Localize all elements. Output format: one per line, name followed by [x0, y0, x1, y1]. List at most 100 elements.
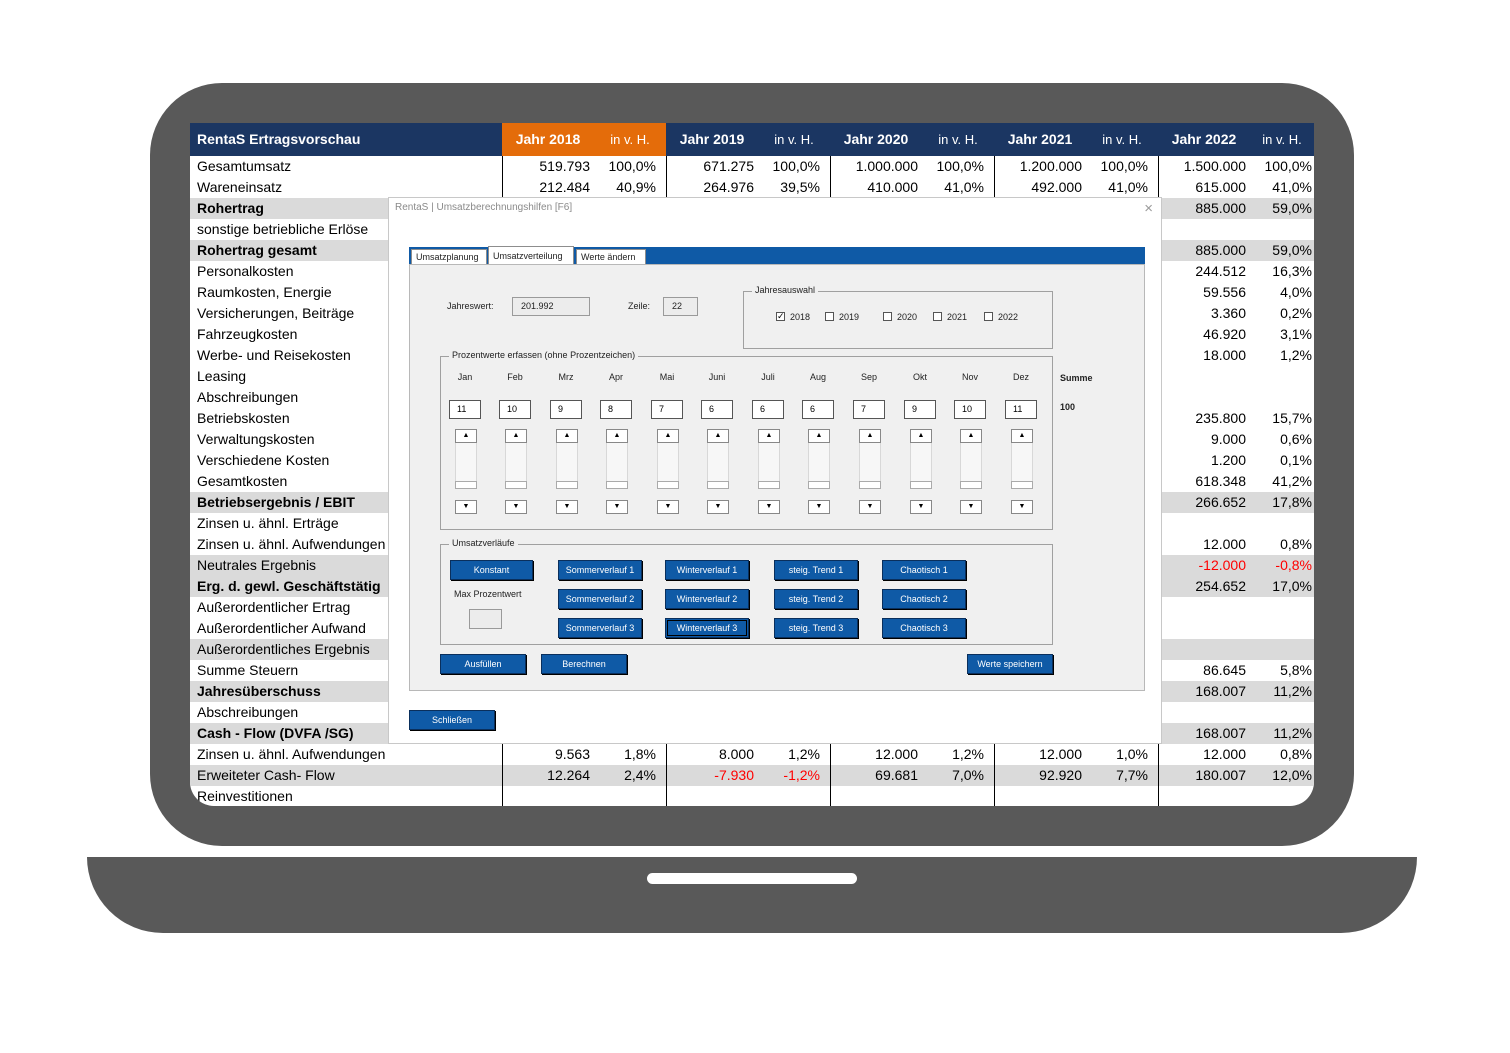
schliessen-button[interactable]: Schließen	[409, 710, 495, 730]
spin-up-icon[interactable]: ▲	[859, 429, 881, 443]
scroll-track[interactable]	[707, 443, 729, 489]
year-checkbox-label: 2020	[897, 312, 918, 322]
percent-input[interactable]: 10	[954, 400, 986, 419]
verlauf-button[interactable]: steig. Trend 3	[774, 618, 858, 638]
year-checkbox-2018[interactable]: ✓	[776, 311, 785, 321]
percent-input[interactable]: 8	[600, 400, 632, 419]
cell-value: 254.652	[1195, 578, 1246, 594]
spin-up-icon[interactable]: ▲	[556, 429, 578, 443]
verlauf-button[interactable]: Sommerverlauf 2	[558, 589, 642, 609]
verlauf-button[interactable]: Winterverlauf 3	[665, 618, 749, 638]
spin-down-icon[interactable]: ▼	[707, 500, 729, 514]
verlauf-button[interactable]: Sommerverlauf 3	[558, 618, 642, 638]
verlauf-button[interactable]: Winterverlauf 2	[665, 589, 749, 609]
werte-speichern-button[interactable]: Werte speichern	[967, 654, 1053, 674]
scroll-track[interactable]	[859, 443, 881, 489]
scroll-thumb[interactable]	[707, 481, 729, 489]
percent-input[interactable]: 11	[1005, 400, 1037, 419]
spin-down-icon[interactable]: ▼	[808, 500, 830, 514]
berechnen-button[interactable]: Berechnen	[541, 654, 627, 674]
scroll-thumb[interactable]	[455, 481, 477, 489]
year-checkbox-2019[interactable]	[825, 312, 834, 321]
scroll-thumb[interactable]	[808, 481, 830, 489]
year-checkbox-label: 2022	[998, 312, 1019, 322]
pct-header-2021: in v. H.	[1086, 123, 1158, 156]
ausfuellen-button[interactable]: Ausfüllen	[440, 654, 526, 674]
scroll-track[interactable]	[606, 443, 628, 489]
percent-input[interactable]: 6	[802, 400, 834, 419]
table-row: Leasing	[190, 366, 1314, 387]
spin-down-icon[interactable]: ▼	[1011, 500, 1033, 514]
spin-down-icon[interactable]: ▼	[505, 500, 527, 514]
percent-input[interactable]: 9	[550, 400, 582, 419]
scroll-thumb[interactable]	[859, 481, 881, 489]
verlauf-button[interactable]: Chaotisch 2	[882, 589, 966, 609]
spin-up-icon[interactable]: ▲	[657, 429, 679, 443]
spin-up-icon[interactable]: ▲	[960, 429, 982, 443]
table-row: Fahrzeugkosten 46.920 3,1%	[190, 324, 1314, 345]
cell-value: -12.000	[1198, 557, 1246, 573]
spin-down-icon[interactable]: ▼	[960, 500, 982, 514]
percent-input[interactable]: 6	[701, 400, 733, 419]
year-checkbox-2020[interactable]	[883, 312, 892, 321]
spin-down-icon[interactable]: ▼	[758, 500, 780, 514]
percent-input[interactable]: 6	[752, 400, 784, 419]
scroll-track[interactable]	[1011, 443, 1033, 489]
spin-up-icon[interactable]: ▲	[455, 429, 477, 443]
percent-input[interactable]: 11	[449, 400, 481, 419]
scroll-track[interactable]	[808, 443, 830, 489]
spin-down-icon[interactable]: ▼	[455, 500, 477, 514]
percent-input[interactable]: 9	[904, 400, 936, 419]
spin-up-icon[interactable]: ▲	[1011, 429, 1033, 443]
max-prozentwert-field[interactable]	[469, 609, 502, 629]
tab-umsatzplanung[interactable]: Umsatzplanung	[411, 249, 487, 265]
scroll-track[interactable]	[556, 443, 578, 489]
scroll-track[interactable]	[910, 443, 932, 489]
scroll-track[interactable]	[657, 443, 679, 489]
cell-value: 0,6%	[1280, 431, 1312, 447]
scroll-track[interactable]	[505, 443, 527, 489]
percent-input[interactable]: 10	[499, 400, 531, 419]
verlauf-button[interactable]: Winterverlauf 1	[665, 560, 749, 580]
scroll-track[interactable]	[455, 443, 477, 489]
scroll-thumb[interactable]	[556, 481, 578, 489]
scroll-thumb[interactable]	[758, 481, 780, 489]
year-checkbox-label: 2018	[790, 312, 811, 322]
scroll-thumb[interactable]	[1011, 481, 1033, 489]
scroll-thumb[interactable]	[910, 481, 932, 489]
jahreswert-field[interactable]: 201.992	[512, 297, 590, 316]
zeile-field[interactable]: 22	[663, 297, 698, 316]
spin-up-icon[interactable]: ▲	[808, 429, 830, 443]
percent-input[interactable]: 7	[651, 400, 683, 419]
close-icon[interactable]: ×	[1144, 200, 1153, 217]
cell-value: 615.000	[1195, 179, 1246, 195]
spin-down-icon[interactable]: ▼	[859, 500, 881, 514]
scroll-thumb[interactable]	[960, 481, 982, 489]
year-checkbox-2021[interactable]	[933, 312, 942, 321]
konstant-button[interactable]: Konstant	[450, 560, 533, 580]
spin-up-icon[interactable]: ▲	[707, 429, 729, 443]
spin-down-icon[interactable]: ▼	[910, 500, 932, 514]
tab-werte-aendern[interactable]: Werte ändern	[576, 249, 646, 265]
verlauf-button[interactable]: Chaotisch 3	[882, 618, 966, 638]
spin-up-icon[interactable]: ▲	[606, 429, 628, 443]
verlauf-button[interactable]: steig. Trend 2	[774, 589, 858, 609]
verlauf-button[interactable]: Chaotisch 1	[882, 560, 966, 580]
year-checkbox-2022[interactable]	[984, 312, 993, 321]
tab-umsatzverteilung[interactable]: Umsatzverteilung	[488, 246, 574, 265]
table-row: Abschreibungen	[190, 387, 1314, 408]
scroll-thumb[interactable]	[657, 481, 679, 489]
spin-up-icon[interactable]: ▲	[910, 429, 932, 443]
spin-down-icon[interactable]: ▼	[657, 500, 679, 514]
scroll-track[interactable]	[960, 443, 982, 489]
verlauf-button[interactable]: Sommerverlauf 1	[558, 560, 642, 580]
scroll-track[interactable]	[758, 443, 780, 489]
scroll-thumb[interactable]	[606, 481, 628, 489]
spin-up-icon[interactable]: ▲	[505, 429, 527, 443]
scroll-thumb[interactable]	[505, 481, 527, 489]
spin-down-icon[interactable]: ▼	[606, 500, 628, 514]
verlauf-button[interactable]: steig. Trend 1	[774, 560, 858, 580]
spin-down-icon[interactable]: ▼	[556, 500, 578, 514]
percent-input[interactable]: 7	[853, 400, 885, 419]
spin-up-icon[interactable]: ▲	[758, 429, 780, 443]
